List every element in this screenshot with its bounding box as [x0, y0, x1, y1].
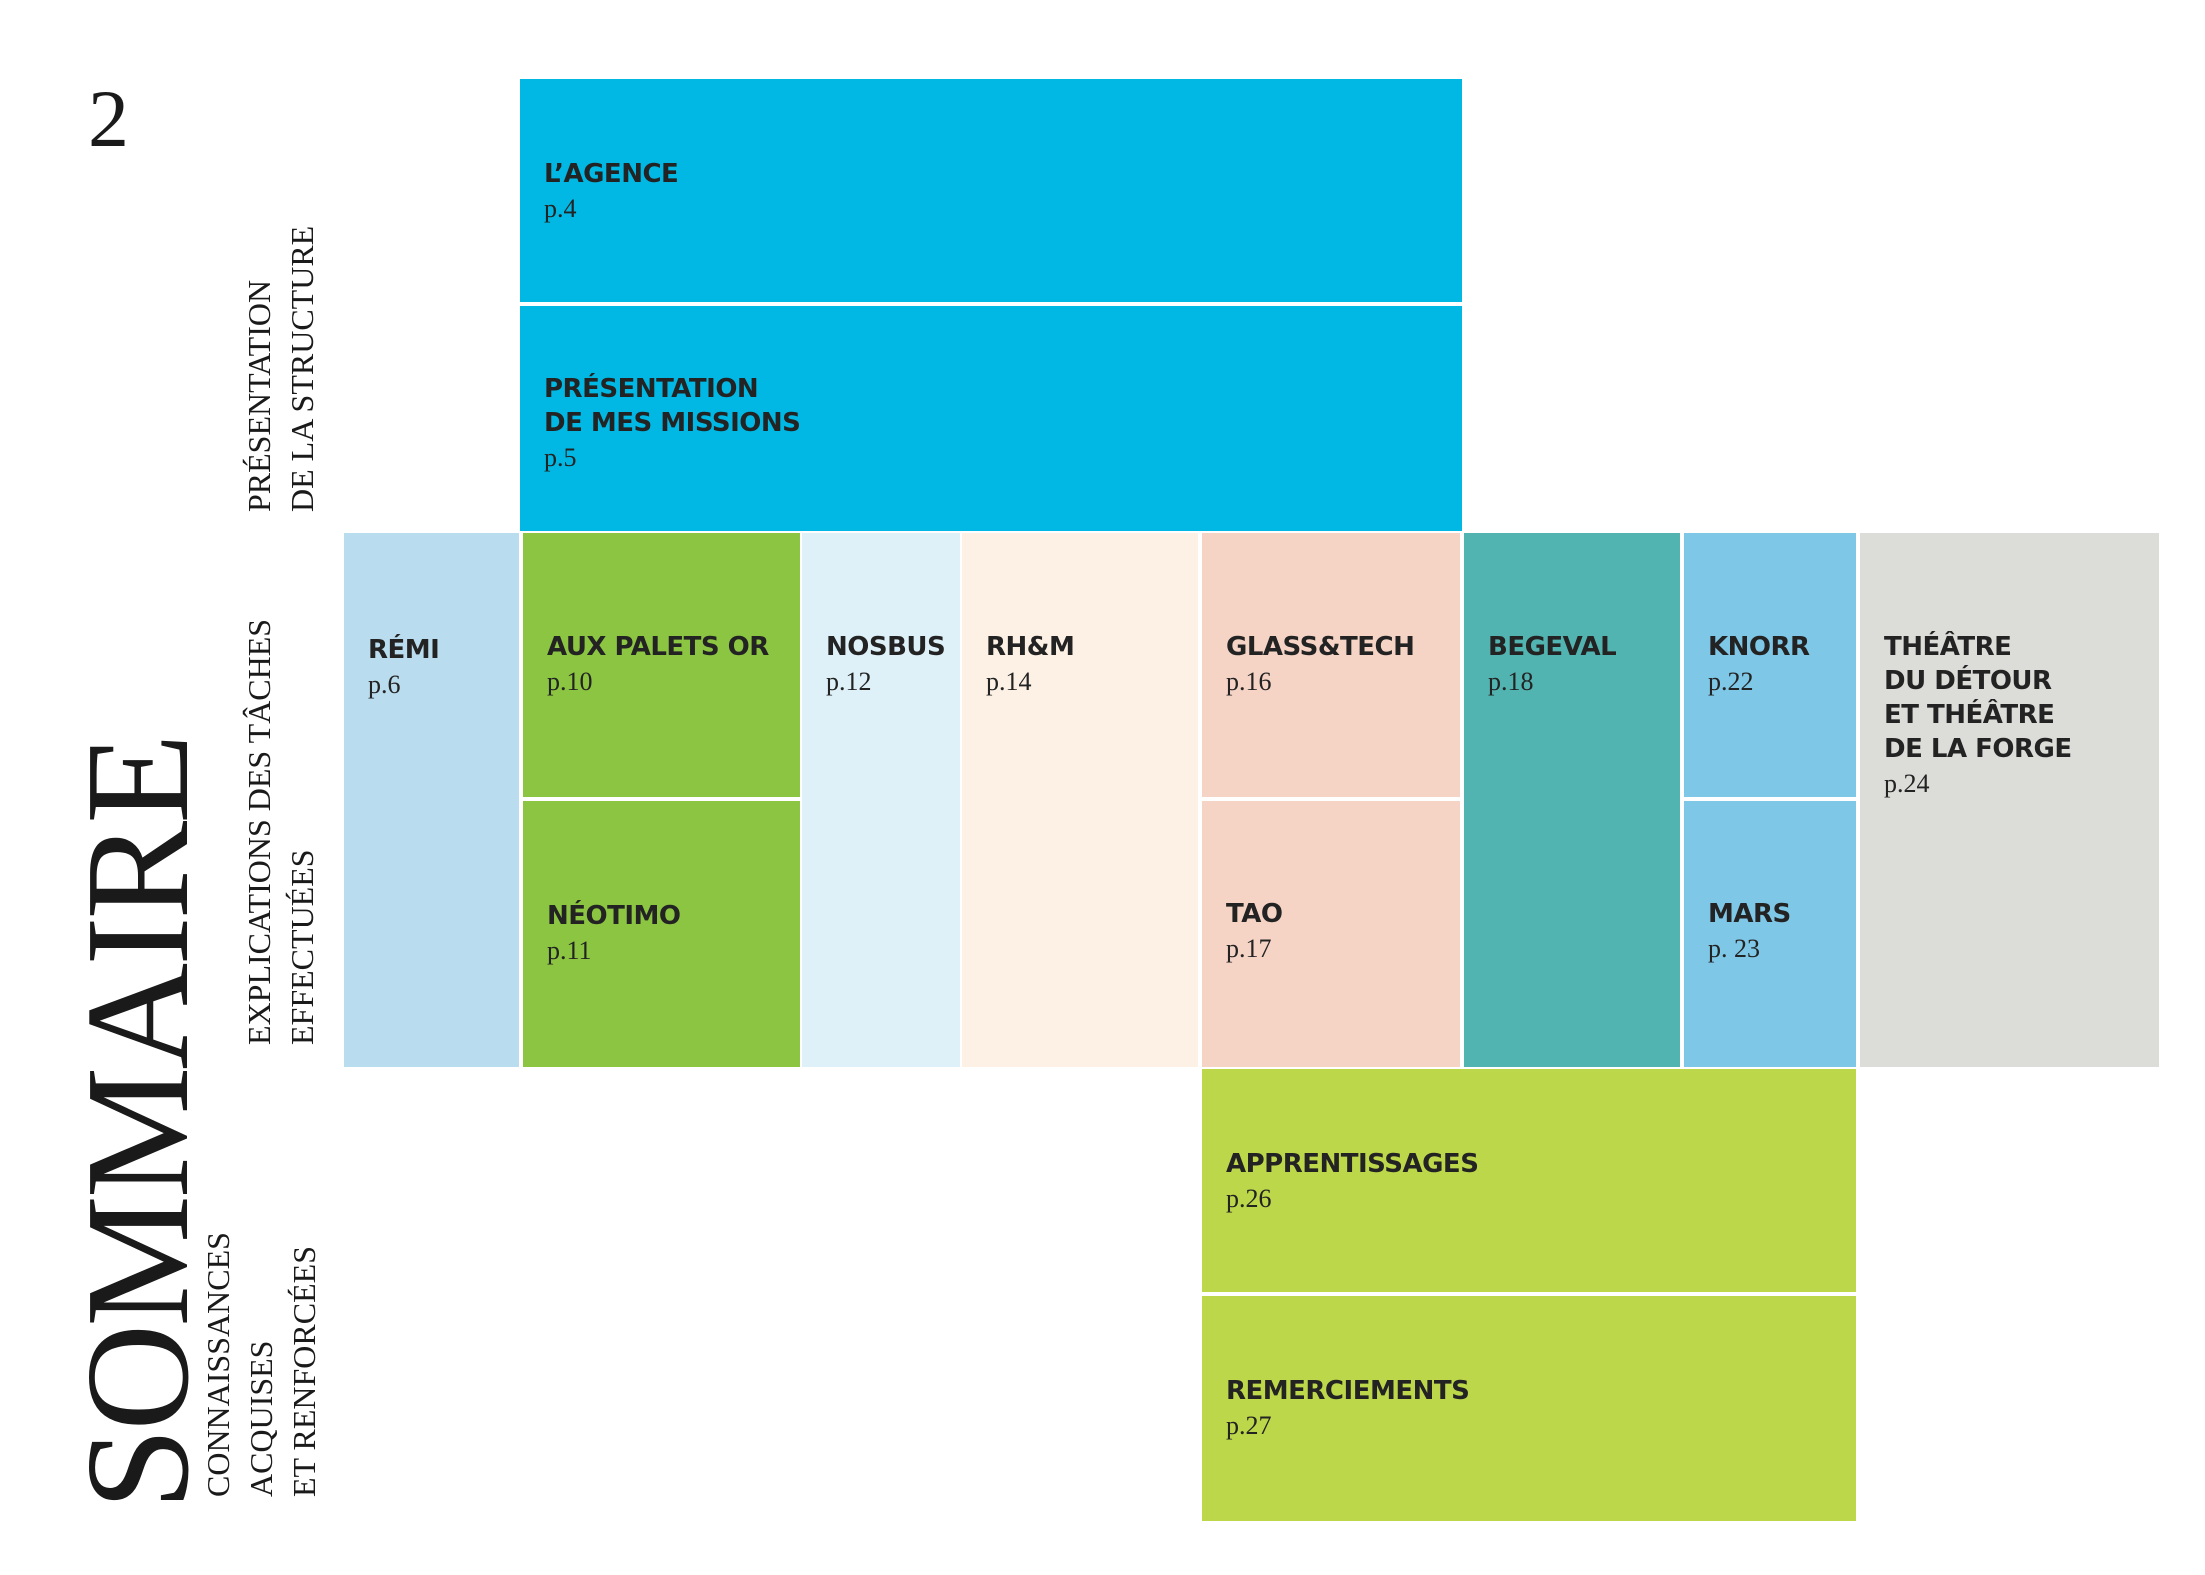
toc-entry-title: RH&M: [986, 632, 1075, 662]
toc-entry-title: TAO: [1226, 899, 1283, 929]
toc-entry-title: APPRENTISSAGES: [1226, 1149, 1479, 1179]
toc-entry-page: p.16: [1226, 667, 1272, 696]
toc-entry-title: PRÉSENTATION: [544, 374, 759, 404]
section-label-connaissances: CONNAISSANCES ACQUISES ET RENFORCÉES: [197, 1232, 326, 1497]
section-label-taches: EXPLICATIONS DES TÂCHES EFFECTUÉES: [238, 619, 324, 1045]
section-label-line: CONNAISSANCES: [200, 1232, 236, 1497]
page-number: 2: [88, 73, 129, 164]
toc-entry-title: AUX PALETS OR: [547, 632, 769, 662]
toc-entry-remerciements[interactable]: REMERCIEMENTS p.27: [1202, 1296, 1856, 1521]
toc-entry-knorr[interactable]: KNORR p.22: [1684, 533, 1856, 797]
toc-entry-page: p.24: [1884, 769, 1930, 798]
toc-entry-rhm[interactable]: RH&M p.14: [962, 533, 1198, 1067]
section-label-line: EXPLICATIONS DES TÂCHES: [241, 618, 277, 1045]
section-label-line: DE LA STRUCTURE: [284, 225, 320, 512]
section-label-line: ACQUISES: [243, 1340, 279, 1497]
toc-entry-page: p.14: [986, 667, 1032, 696]
toc-entry-title: MARS: [1708, 899, 1791, 929]
toc-entry-page: p.22: [1708, 667, 1754, 696]
toc-entry-apprentissages[interactable]: APPRENTISSAGES p.26: [1202, 1069, 1856, 1292]
toc-entry-page: p.18: [1488, 667, 1534, 696]
toc-entry-title: NÉOTIMO: [547, 901, 681, 931]
toc-entry-title: THÉÂTRE: [1884, 632, 2012, 662]
toc-entry-neotimo[interactable]: NÉOTIMO p.11: [523, 801, 800, 1067]
toc-entry-title: NOSBUS: [826, 632, 946, 662]
toc-entry-tao[interactable]: TAO p.17: [1202, 801, 1460, 1067]
toc-entry-glasstech[interactable]: GLASS&TECH p.16: [1202, 533, 1460, 797]
toc-entry-page: p.26: [1226, 1184, 1272, 1213]
toc-entry-title: DE LA FORGE: [1884, 734, 2072, 764]
toc-entry-aux-palets-or[interactable]: AUX PALETS OR p.10: [523, 533, 800, 797]
toc-entry-page: p. 23: [1708, 934, 1760, 963]
toc-entry-page: p.5: [544, 443, 577, 472]
section-label-structure: PRÉSENTATION DE LA STRUCTURE: [238, 226, 324, 512]
toc-entry-page: p.27: [1226, 1411, 1272, 1440]
toc-entry-missions[interactable]: PRÉSENTATION DE MES MISSIONS p.5: [520, 306, 1462, 531]
toc-entry-theatre[interactable]: THÉÂTRE DU DÉTOUR ET THÉÂTRE DE LA FORGE…: [1860, 533, 2159, 1067]
section-label-line: PRÉSENTATION: [241, 279, 277, 512]
toc-entry-title: ET THÉÂTRE: [1884, 700, 2055, 730]
toc-entry-page: p.6: [368, 670, 401, 699]
toc-entry-title: DU DÉTOUR: [1884, 666, 2052, 696]
toc-entry-agence[interactable]: L’AGENCE p.4: [520, 79, 1462, 302]
toc-entry-nosbus[interactable]: NOSBUS p.12: [802, 533, 960, 1067]
toc-entry-mars[interactable]: MARS p. 23: [1684, 801, 1856, 1067]
toc-entry-page: p.17: [1226, 934, 1272, 963]
toc-entry-title: REMERCIEMENTS: [1226, 1376, 1470, 1406]
toc-entry-page: p.12: [826, 667, 872, 696]
toc-entry-page: p.10: [547, 667, 593, 696]
toc-entry-remi[interactable]: RÉMI p.6: [344, 533, 519, 1067]
toc-entry-title: RÉMI: [368, 635, 440, 665]
page-title: SOMMAIRE: [56, 736, 220, 1510]
toc-entry-title: L’AGENCE: [544, 159, 679, 189]
toc-entry-begeval[interactable]: BEGEVAL p.18: [1464, 533, 1680, 1067]
toc-entry-page: p.4: [544, 194, 577, 223]
toc-entry-title: KNORR: [1708, 632, 1810, 662]
toc-entry-title: BEGEVAL: [1488, 632, 1617, 662]
toc-entry-page: p.11: [547, 936, 592, 965]
section-label-line: EFFECTUÉES: [284, 849, 320, 1045]
toc-entry-title: DE MES MISSIONS: [544, 408, 801, 438]
toc-entry-title: GLASS&TECH: [1226, 632, 1415, 662]
section-label-line: ET RENFORCÉES: [286, 1246, 322, 1497]
